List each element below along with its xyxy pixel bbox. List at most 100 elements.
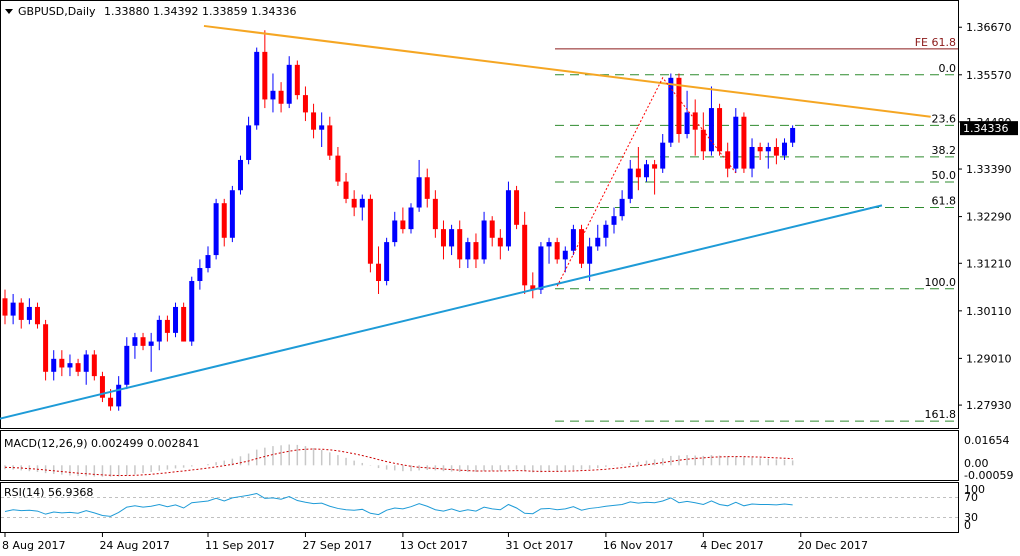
candle-body <box>505 190 511 247</box>
candle <box>579 224 585 269</box>
macd-tick-label: 0.00 <box>964 457 989 470</box>
candle <box>627 159 633 204</box>
candle <box>473 233 479 269</box>
candle <box>757 142 763 160</box>
candle <box>294 60 300 100</box>
dropdown-arrow-icon[interactable] <box>5 9 13 14</box>
candle <box>270 73 276 113</box>
candle-body <box>497 237 503 247</box>
time-tick-label: 16 Nov 2017 <box>603 539 673 552</box>
candle-body <box>530 285 536 290</box>
candle-body <box>26 306 32 320</box>
candle <box>562 246 568 273</box>
candle <box>237 155 243 195</box>
candle <box>51 350 57 381</box>
candle <box>2 289 8 325</box>
candle <box>254 47 260 130</box>
candle <box>392 211 398 247</box>
rsi-label: RSI(14) 56.9368 <box>4 486 93 499</box>
candlestick-series <box>2 30 796 411</box>
candle-body <box>140 337 146 346</box>
candle <box>229 185 235 243</box>
candle <box>782 138 788 160</box>
fib-level-label: 38.2 <box>932 144 957 157</box>
candle-body <box>43 324 49 372</box>
candle-body <box>2 298 8 316</box>
candle-body <box>311 112 317 130</box>
candle <box>359 194 365 221</box>
candle-body <box>59 358 65 368</box>
candle <box>278 82 284 113</box>
candle-body <box>270 90 276 100</box>
rsi-tick-label: 0 <box>964 519 971 532</box>
candle <box>587 237 593 282</box>
candle <box>643 159 649 182</box>
candle-body <box>221 203 227 238</box>
time-tick-label: 13 Oct 2017 <box>400 539 468 552</box>
candle-body <box>473 242 479 260</box>
candle-body <box>603 224 609 238</box>
candle-body <box>148 341 154 346</box>
current-price-marker: 1.34336 <box>960 121 1018 136</box>
candle-body <box>351 198 357 208</box>
trendlines <box>0 24 931 420</box>
price-panel-frame <box>0 0 959 429</box>
candle-body <box>676 77 682 135</box>
candle <box>570 224 576 256</box>
candle <box>635 146 641 191</box>
candle-body <box>782 142 788 156</box>
candle-body <box>790 127 796 143</box>
candle-body <box>635 168 641 178</box>
candle-body <box>286 64 292 104</box>
candle-body <box>400 220 406 230</box>
candle-body <box>700 129 706 152</box>
candle <box>164 315 170 342</box>
macd-tick-label: 0.01654 <box>964 434 1010 447</box>
time-tick-label: 31 Oct 2017 <box>505 539 573 552</box>
candle <box>522 211 528 294</box>
candle <box>181 302 187 342</box>
candle-body <box>660 142 666 169</box>
candle-body <box>132 337 138 346</box>
price-tick-label: 1.31210 <box>966 257 1012 270</box>
candle-body <box>294 64 300 96</box>
candle <box>140 332 146 351</box>
candle <box>416 159 422 212</box>
candle <box>26 298 32 325</box>
candle-body <box>457 229 463 260</box>
candle <box>351 190 357 217</box>
candle-body <box>173 306 179 333</box>
candle-body <box>10 302 16 316</box>
fib-level-label: 50.0 <box>932 169 957 182</box>
candle <box>505 181 511 251</box>
candle-body <box>34 306 40 325</box>
candle-body <box>652 164 658 169</box>
candle-body <box>579 229 585 264</box>
candle <box>156 315 162 351</box>
candle <box>465 237 471 269</box>
fibonacci-retracement: 0.0 23.6 38.2 50.0 61.8 100.0 161.8 <box>555 62 958 422</box>
fib-level-label: 100.0 <box>925 276 957 289</box>
candle-body <box>181 306 187 342</box>
candle <box>327 116 333 160</box>
candle-body <box>733 116 739 169</box>
price-tick-label: 1.33390 <box>966 163 1012 176</box>
candle-body <box>619 198 625 217</box>
candle-body <box>67 363 73 368</box>
candle-body <box>229 190 235 238</box>
candle-body <box>432 198 438 230</box>
candle-body <box>717 108 723 152</box>
candle-body <box>538 246 544 290</box>
candle-body <box>343 181 349 199</box>
candle <box>489 216 495 247</box>
candle <box>700 112 706 160</box>
candle-body <box>99 376 105 398</box>
price-tick-label: 1.29010 <box>966 352 1012 365</box>
candle-body <box>587 246 593 264</box>
candle-body <box>708 108 714 152</box>
candle <box>668 73 674 147</box>
candle <box>546 237 552 264</box>
candle-body <box>765 146 771 152</box>
